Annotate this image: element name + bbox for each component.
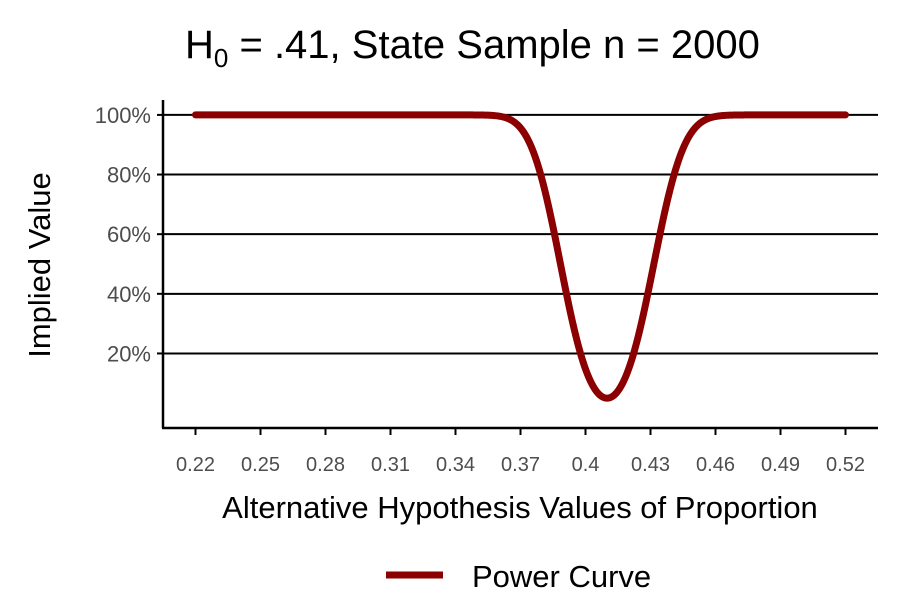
x-tick-labels: 0.22 0.25 0.28 0.31 0.34 0.37 0.4 0.43 0.46 0.49 0…: [176, 454, 865, 476]
x-tick-label: 0.49: [761, 454, 800, 476]
title-rest: = .41, State Sample n = 2000: [228, 23, 759, 67]
x-tick-label: 0.34: [436, 454, 475, 476]
y-tick-label: 20%: [107, 341, 151, 366]
y-tick-label: 60%: [107, 222, 151, 247]
legend: Power Curve: [386, 559, 651, 594]
y-axis-label: Implied Value: [22, 172, 57, 358]
x-tick-label: 0.52: [826, 454, 865, 476]
y-tick-label: 80%: [107, 163, 151, 188]
power-curve-line: [192, 111, 849, 402]
x-tick-label: 0.43: [631, 454, 670, 476]
chart-title: H0 = .41, State Sample n = 2000: [185, 23, 760, 73]
title-subscript: 0: [214, 43, 228, 73]
x-tick-label: 0.25: [241, 454, 280, 476]
x-axis-label: Alternative Hypothesis Values of Proport…: [222, 490, 818, 525]
title-prefix: H: [185, 23, 214, 67]
y-tick-label: 100%: [95, 103, 151, 128]
x-tick-label: 0.37: [501, 454, 540, 476]
x-tick-label: 0.31: [371, 454, 410, 476]
gridlines: [157, 113, 878, 355]
x-tick-label: 0.28: [306, 454, 345, 476]
x-tick-label: 0.4: [572, 454, 600, 476]
y-tick-labels: 20% 40% 60% 80% 100%: [95, 103, 151, 367]
y-tick-label: 40%: [107, 282, 151, 307]
x-tick-label: 0.22: [176, 454, 215, 476]
legend-label-power-curve: Power Curve: [472, 559, 651, 594]
x-tick-label: 0.46: [696, 454, 735, 476]
